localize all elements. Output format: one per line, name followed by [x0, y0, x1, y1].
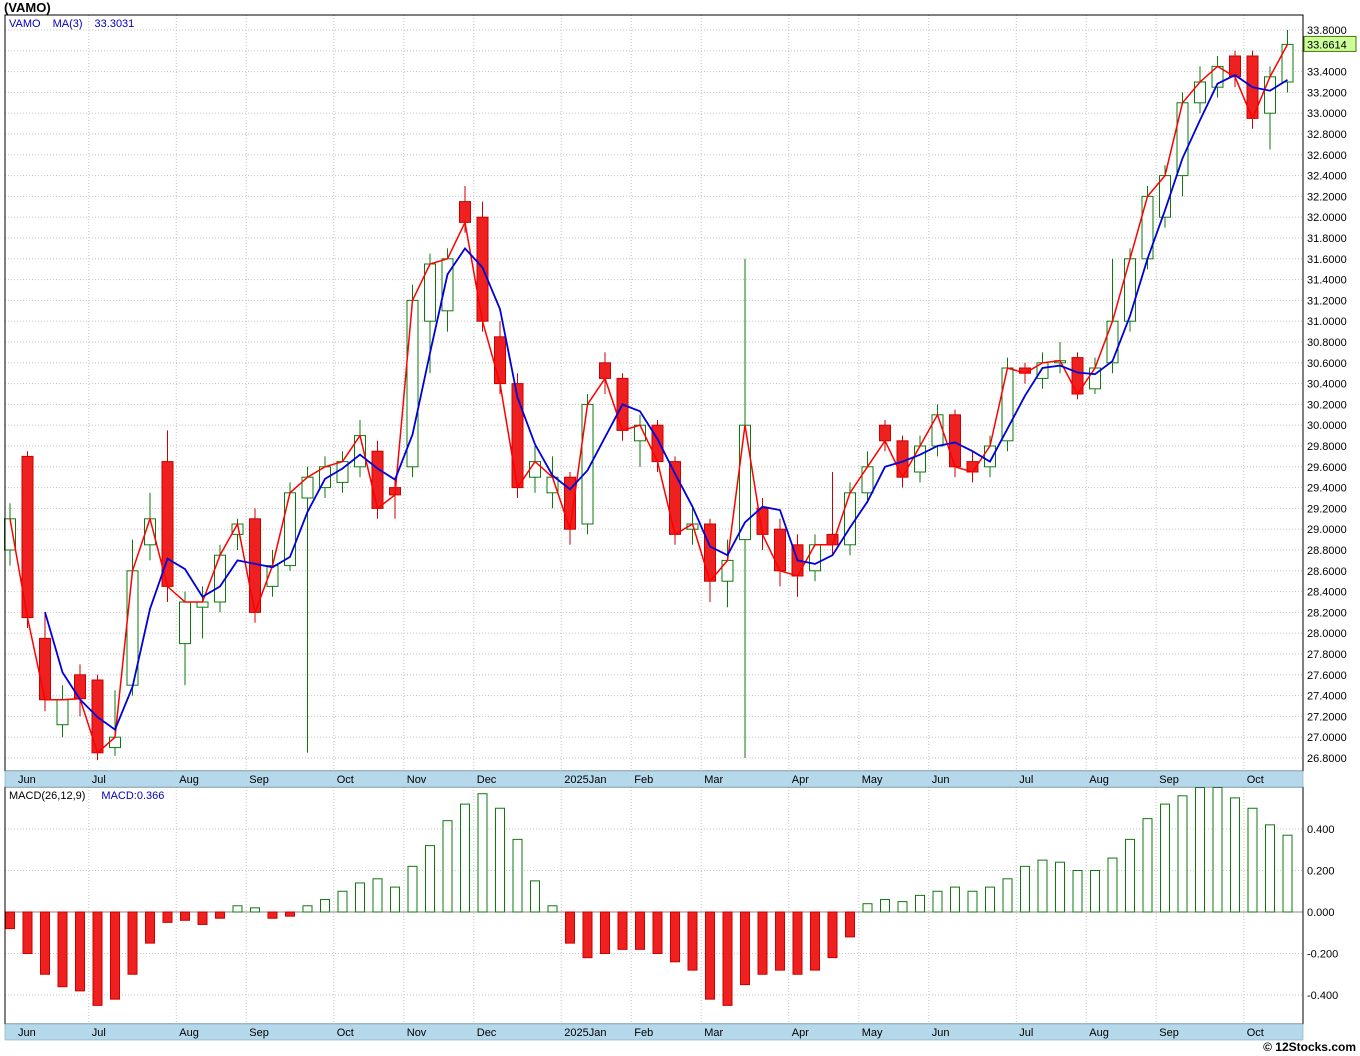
- y-axis-tick-label: 28.4000: [1307, 587, 1347, 599]
- last-price-box: [1303, 35, 1357, 52]
- y-axis-tick-label: 27.6000: [1307, 670, 1347, 682]
- month-label: Sep: [249, 1027, 269, 1039]
- y-axis-tick-label: 30.0000: [1307, 420, 1347, 432]
- y-axis-tick-label: 32.6000: [1307, 150, 1347, 162]
- month-label: Aug: [179, 1027, 199, 1039]
- month-label: Sep: [249, 774, 269, 786]
- y-axis-tick-label: 30.2000: [1307, 399, 1347, 411]
- ma-label: MA(3): [52, 18, 83, 30]
- y-axis-tick-label: 30.6000: [1307, 358, 1347, 370]
- y-axis-tick-label: 29.6000: [1307, 462, 1347, 474]
- month-label: Feb: [634, 774, 653, 786]
- month-label: Apr: [792, 774, 809, 786]
- month-label: Jul: [1019, 1027, 1033, 1039]
- y-axis-tick-label: 28.2000: [1307, 607, 1347, 619]
- month-label: Apr: [792, 1027, 809, 1039]
- y-axis-tick-label: 32.0000: [1307, 212, 1347, 224]
- y-axis-tick-label: 31.4000: [1307, 275, 1347, 287]
- month-label: Mar: [704, 774, 723, 786]
- month-label: Dec: [477, 774, 497, 786]
- y-axis-tick-label: 32.2000: [1307, 191, 1347, 203]
- y-axis-tick-label: 29.2000: [1307, 503, 1347, 515]
- y-axis-tick-label: 29.8000: [1307, 441, 1347, 453]
- macd-axis-tick-label: 0.200: [1307, 866, 1335, 878]
- macd-axis-tick-label: -0.200: [1307, 949, 1338, 961]
- y-axis-tick-label: 29.4000: [1307, 483, 1347, 495]
- month-label: Jul: [92, 774, 106, 786]
- month-label: Oct: [1247, 1027, 1264, 1039]
- main-chart-legend: VAMO MA(3) 33.3031: [9, 18, 146, 30]
- month-band: [4, 1023, 1304, 1041]
- y-axis-tick-label: 28.8000: [1307, 545, 1347, 557]
- ma-value: 33.3031: [94, 18, 135, 30]
- macd-value-label: MACD:0.366: [101, 790, 165, 802]
- y-axis-tick-label: 28.6000: [1307, 566, 1347, 578]
- y-axis-tick-label: 32.8000: [1307, 129, 1347, 141]
- macd-legend: MACD(26,12,9) MACD:0.366: [9, 790, 164, 802]
- page-title: (VAMO): [4, 0, 51, 15]
- month-label: Aug: [1089, 1027, 1109, 1039]
- symbol-label: VAMO: [9, 18, 41, 30]
- month-label: Nov: [407, 774, 427, 786]
- month-label: Dec: [477, 1027, 497, 1039]
- y-axis-tick-label: 33.2000: [1307, 87, 1347, 99]
- month-label: Jul: [1019, 774, 1033, 786]
- macd-axis-tick-label: 0.000: [1307, 907, 1335, 919]
- y-axis-tick-label: 31.2000: [1307, 295, 1347, 307]
- y-axis-tick-label: 31.0000: [1307, 316, 1347, 328]
- macd-axis-tick-label: 0.400: [1307, 824, 1335, 836]
- y-axis-tick-label: 27.4000: [1307, 691, 1347, 703]
- y-axis-tick-label: 33.4000: [1307, 67, 1347, 79]
- y-axis-tick-label: 28.0000: [1307, 628, 1347, 640]
- macd-axis-tick-label: -0.400: [1307, 990, 1338, 1002]
- month-label: Jul: [92, 1027, 106, 1039]
- month-label: Oct: [337, 774, 354, 786]
- month-label: Feb: [634, 1027, 653, 1039]
- month-label: Sep: [1159, 774, 1179, 786]
- y-axis-tick-label: 30.4000: [1307, 379, 1347, 391]
- copyright: © 12Stocks.com: [1263, 1040, 1356, 1054]
- y-axis-tick-label: 31.6000: [1307, 254, 1347, 266]
- month-label: Jun: [932, 1027, 950, 1039]
- month-label: Aug: [179, 774, 199, 786]
- y-axis-tick-label: 27.8000: [1307, 649, 1347, 661]
- y-axis-tick-label: 32.4000: [1307, 171, 1347, 183]
- month-label: Jun: [932, 774, 950, 786]
- macd-params-label: MACD(26,12,9): [9, 790, 86, 802]
- month-label: May: [862, 774, 883, 786]
- month-label: Sep: [1159, 1027, 1179, 1039]
- y-axis-tick-label: 27.0000: [1307, 732, 1347, 744]
- month-label: Oct: [337, 1027, 354, 1039]
- y-axis-tick-label: 30.8000: [1307, 337, 1347, 349]
- month-label: Jun: [18, 1027, 36, 1039]
- month-label: Nov: [407, 1027, 427, 1039]
- y-axis-tick-label: 31.8000: [1307, 233, 1347, 245]
- y-axis-tick-label: 26.8000: [1307, 753, 1347, 765]
- month-label: Oct: [1247, 774, 1264, 786]
- month-label: 2025Jan: [564, 774, 606, 786]
- y-axis-tick-label: 27.2000: [1307, 711, 1347, 723]
- month-band: [4, 770, 1304, 788]
- y-axis-tick-label: 33.0000: [1307, 108, 1347, 120]
- month-label: May: [862, 1027, 883, 1039]
- y-axis-tick-label: 29.0000: [1307, 524, 1347, 536]
- month-label: Mar: [704, 1027, 723, 1039]
- month-label: 2025Jan: [564, 1027, 606, 1039]
- y-axis-tick-label: 33.8000: [1307, 25, 1347, 37]
- month-label: Aug: [1089, 774, 1109, 786]
- last-price-label: 33.6614: [1307, 39, 1347, 51]
- month-label: Jun: [18, 774, 36, 786]
